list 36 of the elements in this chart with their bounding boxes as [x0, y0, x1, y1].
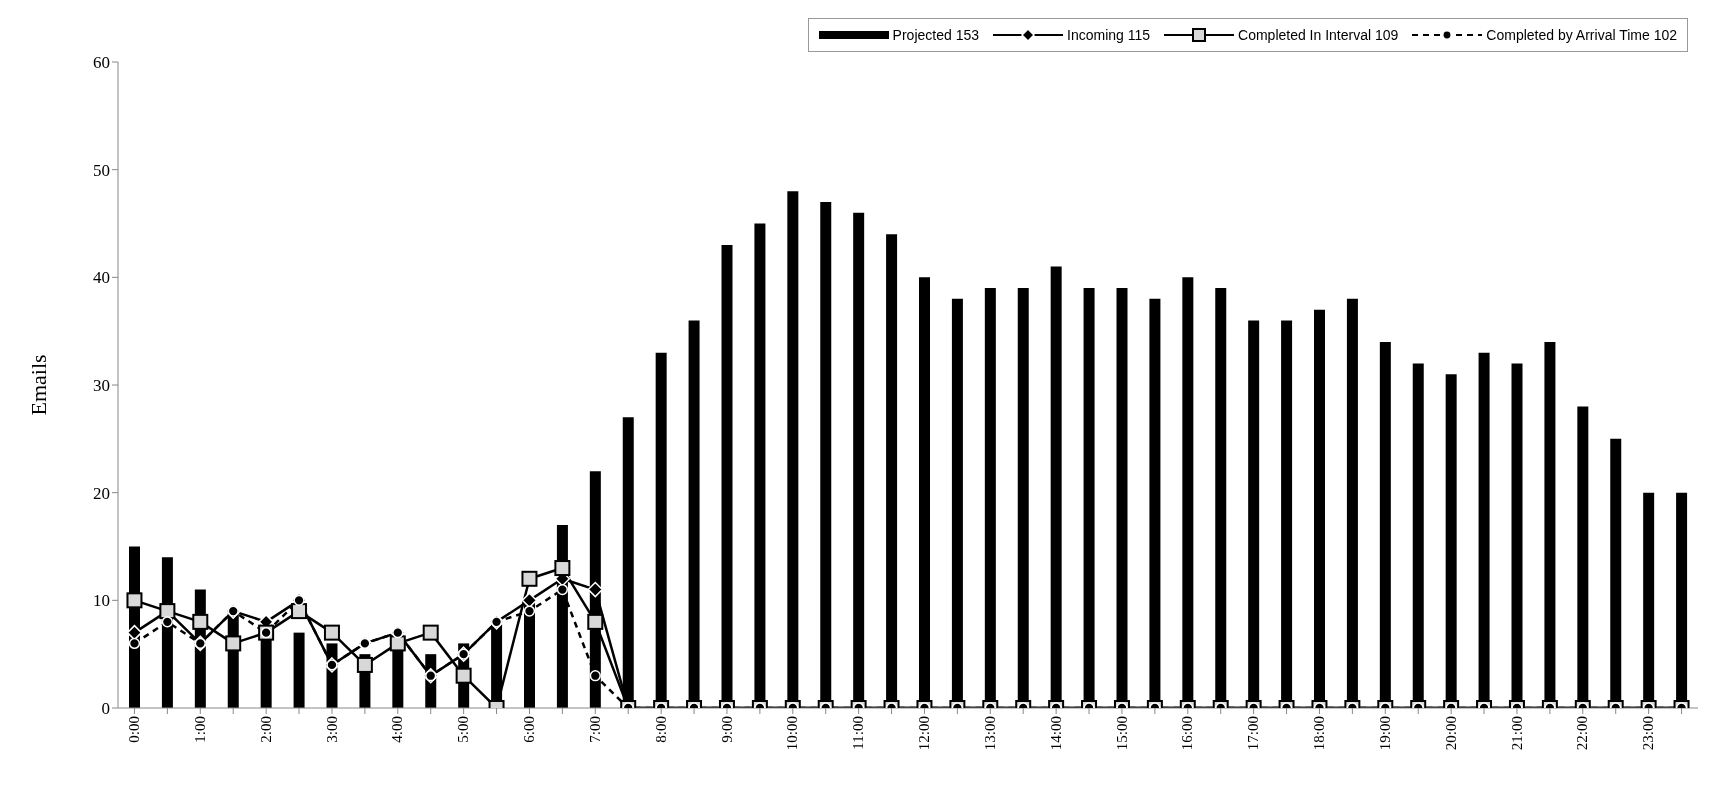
x-tick-label: 11:00	[850, 716, 867, 750]
x-tick-label: 9:00	[718, 716, 735, 743]
x-tick-label: 8:00	[652, 716, 669, 743]
y-axis-title: Emails	[25, 354, 51, 416]
y-tick-label: 40	[93, 268, 110, 288]
x-tick-label: 18:00	[1311, 716, 1328, 751]
x-tick-label: 6:00	[521, 716, 538, 743]
x-tick-label: 3:00	[323, 716, 340, 743]
x-tick-label: 13:00	[981, 716, 998, 751]
x-tick-label: 0:00	[126, 716, 143, 743]
y-tick-label: 10	[93, 591, 110, 611]
legend-label: Completed by Arrival Time 102	[1486, 27, 1677, 43]
x-tick-label: 17:00	[1245, 716, 1262, 751]
x-tick-label: 14:00	[1047, 716, 1064, 751]
x-tick-label: 16:00	[1179, 716, 1196, 751]
x-tick-label: 21:00	[1508, 716, 1525, 751]
y-tick-label: 20	[93, 483, 110, 503]
x-tick-label: 1:00	[191, 716, 208, 743]
x-tick-label: 22:00	[1574, 716, 1591, 751]
x-tick-label: 5:00	[455, 716, 472, 743]
x-tick-label: 4:00	[389, 716, 406, 743]
x-tick-label: 10:00	[784, 716, 801, 751]
x-tick-label: 2:00	[257, 716, 274, 743]
x-tick-label: 19:00	[1376, 716, 1393, 751]
x-tick-label: 15:00	[1113, 716, 1130, 751]
x-tick-label: 12:00	[916, 716, 933, 751]
legend-label: Projected 153	[892, 27, 980, 43]
y-tick-label: 30	[93, 376, 110, 396]
y-tick-label: 50	[93, 160, 110, 180]
x-tick-label: 20:00	[1442, 716, 1459, 751]
x-tick-label: 7:00	[586, 716, 603, 743]
y-tick-label: 0	[101, 699, 110, 719]
x-tick-label: 23:00	[1640, 716, 1657, 751]
legend-label: Incoming 115	[1067, 27, 1151, 43]
legend-label: Completed In Interval 109	[1238, 27, 1399, 43]
y-tick-label: 60	[93, 53, 110, 73]
